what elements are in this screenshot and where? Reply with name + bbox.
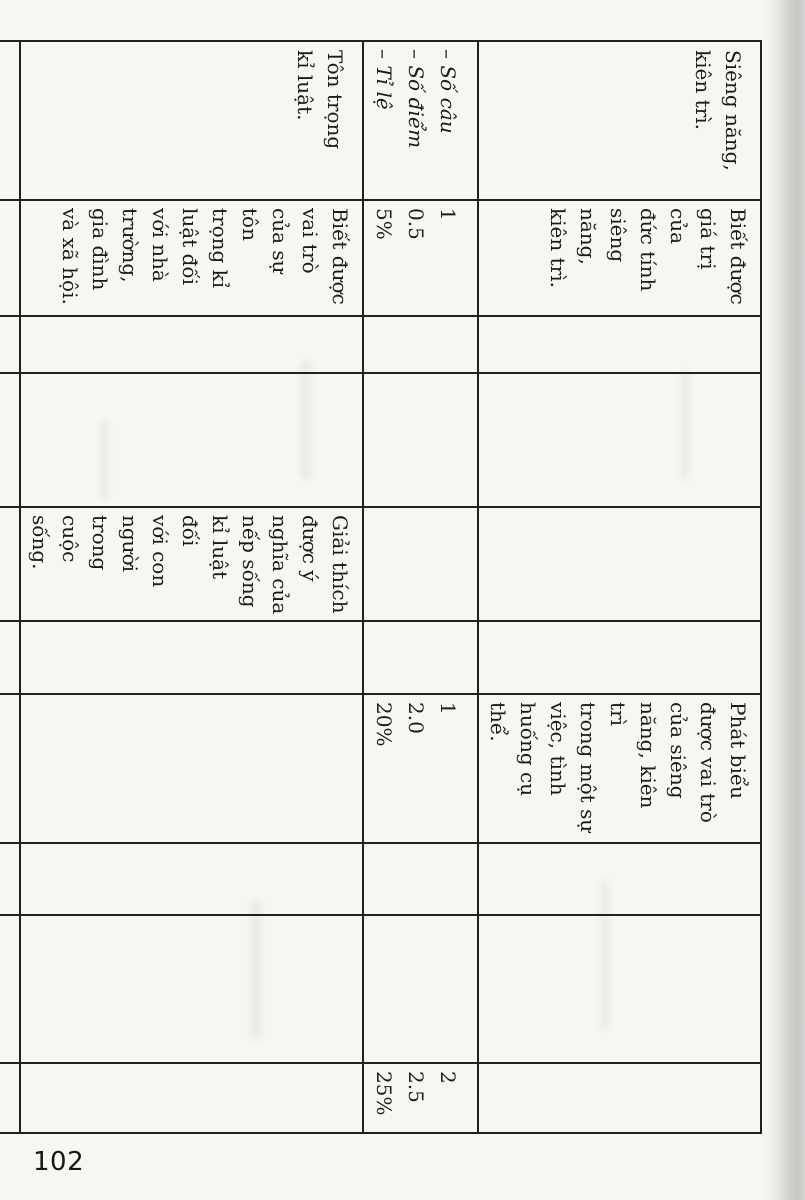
empty-cell	[20, 621, 363, 694]
empty-cell	[478, 621, 761, 694]
empty-cell	[363, 621, 478, 694]
empty-cell	[0, 373, 20, 507]
cell-total-sieng-nang: 2 2.5 25%	[363, 1063, 478, 1133]
cell-stats-nhan-biet-ton-trong: 1 0.5 5%	[0, 200, 20, 316]
empty-cell	[478, 843, 761, 915]
empty-cell	[20, 915, 363, 1063]
empty-cell	[478, 373, 761, 507]
row-stats-sieng-nang: – Số câu – Số điểm – Tỉ lệ 1 0.5 5% 1 2.…	[363, 41, 478, 1133]
page-edge-shading	[765, 0, 805, 1200]
empty-cell	[0, 316, 20, 373]
empty-cell	[363, 843, 478, 915]
empty-cell	[20, 1063, 363, 1133]
rotated-table-container: Siêng năng, kiên trì. Biết được giá trị …	[0, 40, 762, 1133]
empty-cell	[0, 915, 20, 1063]
empty-cell	[478, 915, 761, 1063]
cell-stats-labels-sieng-nang: – Số câu – Số điểm – Tỉ lệ	[363, 41, 478, 200]
cell-nhan-biet-ton-trong: Biết được vai trò của sự tôn trọng kỉ lu…	[20, 200, 363, 316]
empty-cell	[0, 694, 20, 843]
page-number: 102	[33, 1147, 85, 1177]
cell-topic-sieng-nang: Siêng năng, kiên trì.	[478, 41, 761, 200]
empty-cell	[0, 843, 20, 915]
empty-cell	[478, 316, 761, 373]
empty-cell	[363, 316, 478, 373]
empty-cell	[20, 843, 363, 915]
cell-stats-labels-ton-trong: – Số câu – Số điểm – Tỉ lệ	[0, 41, 20, 200]
cell-topic-ton-trong: Tôn trọng kỉ luật.	[20, 41, 363, 200]
cell-stats-thong-hieu-ton-trong: 1 2.0 20%	[0, 507, 20, 621]
cell-stats-nhan-biet-sieng-nang: 1 0.5 5%	[363, 200, 478, 316]
empty-cell	[20, 694, 363, 843]
cell-total-ton-trong: 2 2.5 25%	[0, 1063, 20, 1133]
empty-cell	[0, 621, 20, 694]
empty-cell	[363, 373, 478, 507]
empty-cell	[478, 1063, 761, 1133]
empty-cell	[363, 507, 478, 621]
empty-cell	[20, 316, 363, 373]
row-sieng-nang-kien-tri: Siêng năng, kiên trì. Biết được giá trị …	[478, 41, 761, 1133]
cell-van-dung-sieng-nang: Phát biểu được vai trò của siêng năng, k…	[478, 694, 761, 843]
empty-cell	[478, 507, 761, 621]
cell-nhan-biet-sieng-nang: Biết được giá trị của đức tính siêng năn…	[478, 200, 761, 316]
cell-stats-van-dung-sieng-nang: 1 2.0 20%	[363, 694, 478, 843]
empty-cell	[20, 373, 363, 507]
row-stats-ton-trong: – Số câu – Số điểm – Tỉ lệ 1 0.5 5% 1 2.…	[0, 41, 20, 1133]
empty-cell	[363, 915, 478, 1063]
cell-thong-hieu-ton-trong: Giải thích được ý nghĩa của nếp sống kỉ …	[20, 507, 363, 621]
test-matrix-table: Siêng năng, kiên trì. Biết được giá trị …	[0, 40, 762, 1134]
row-ton-trong-ki-luat: Tôn trọng kỉ luật. Biết được vai trò của…	[20, 41, 363, 1133]
